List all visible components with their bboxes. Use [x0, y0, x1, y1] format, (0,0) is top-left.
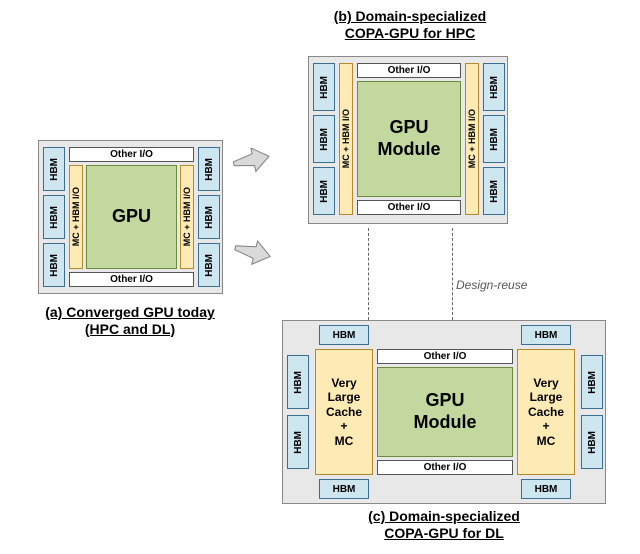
caption-a: (a) Converged GPU today(HPC and DL): [20, 304, 240, 338]
hbm-block: HBM: [483, 115, 505, 163]
other-io-block: Other I/O: [69, 272, 194, 287]
cache-block: VeryLargeCache+MC: [517, 349, 575, 475]
hbm-block: HBM: [287, 355, 309, 409]
caption-a-text: (a) Converged GPU today(HPC and DL): [45, 304, 215, 337]
caption-c: (c) Domain-specializedCOPA-GPU for DL: [334, 508, 554, 542]
hbm-block: HBM: [43, 195, 65, 239]
hbm-block: HBM: [313, 115, 335, 163]
other-io-block: Other I/O: [377, 349, 513, 364]
caption-c-text: (c) Domain-specializedCOPA-GPU for DL: [368, 508, 520, 541]
other-io-block: Other I/O: [377, 460, 513, 475]
other-io-block: Other I/O: [69, 147, 194, 162]
hbm-block: HBM: [43, 243, 65, 287]
design-reuse-label: Design-reuse: [456, 278, 527, 292]
hbm-block: HBM: [581, 355, 603, 409]
other-io-block: Other I/O: [357, 63, 461, 78]
hbm-block: HBM: [287, 415, 309, 469]
hbm-block: HBM: [521, 325, 571, 345]
panel-c-frame: HBM HBM HBM HBM HBM HBM HBM HBM VeryLarg…: [282, 320, 606, 504]
hbm-block: HBM: [319, 325, 369, 345]
hbm-block: HBM: [43, 147, 65, 191]
mc-hbm-io-block: MC + HBM I/O: [180, 165, 194, 269]
mc-hbm-io-block: MC + HBM I/O: [465, 63, 479, 215]
arrow-icon: [232, 240, 272, 270]
hbm-block: HBM: [483, 63, 505, 111]
hbm-block: HBM: [521, 479, 571, 499]
other-io-block: Other I/O: [357, 200, 461, 215]
reuse-line: [368, 228, 369, 320]
gpu-block: GPU: [86, 165, 177, 269]
hbm-block: HBM: [483, 167, 505, 215]
gpu-module-block: GPUModule: [357, 81, 461, 197]
reuse-line: [452, 228, 453, 320]
hbm-block: HBM: [198, 147, 220, 191]
hbm-block: HBM: [581, 415, 603, 469]
caption-b-text: (b) Domain-specializedCOPA-GPU for HPC: [334, 8, 486, 41]
hbm-block: HBM: [313, 167, 335, 215]
hbm-block: HBM: [198, 195, 220, 239]
cache-block: VeryLargeCache+MC: [315, 349, 373, 475]
mc-hbm-io-block: MC + HBM I/O: [339, 63, 353, 215]
hbm-block: HBM: [319, 479, 369, 499]
hbm-block: HBM: [198, 243, 220, 287]
caption-b: (b) Domain-specializedCOPA-GPU for HPC: [300, 8, 520, 42]
hbm-block: HBM: [313, 63, 335, 111]
mc-hbm-io-block: MC + HBM I/O: [69, 165, 83, 269]
panel-b-frame: HBM HBM HBM HBM HBM HBM MC + HBM I/O MC …: [308, 56, 508, 224]
gpu-module-block: GPUModule: [377, 367, 513, 457]
arrow-icon: [232, 148, 272, 178]
panel-a-frame: HBM HBM HBM HBM HBM HBM Other I/O Other …: [38, 140, 223, 294]
